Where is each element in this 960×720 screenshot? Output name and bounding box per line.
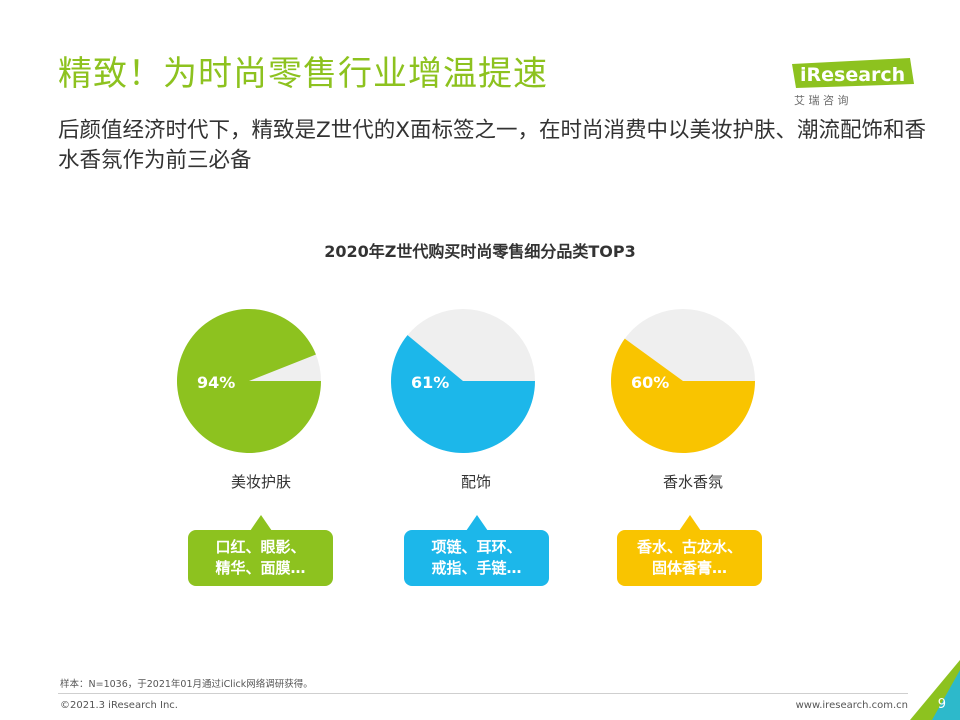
bubble-line: 香水、古龙水、 xyxy=(636,538,742,556)
logo-text: iResearch xyxy=(800,64,905,86)
logo-cn-text: 艾 瑞 咨 询 xyxy=(794,93,849,107)
value-label-beauty: 94% xyxy=(197,373,235,392)
fragrance-examples-bubble: 香水、古龙水、 固体香膏… xyxy=(617,515,762,586)
page-title: 精致！为时尚零售行业增温提速 xyxy=(58,54,548,94)
iresearch-logo: iResearch 艾 瑞 咨 询 xyxy=(790,58,920,110)
category-label-accessories: 配饰 xyxy=(460,473,491,491)
beauty-examples-bubble: 口红、眼影、 精华、面膜… xyxy=(188,515,333,586)
bubble-line: 项链、耳环、 xyxy=(431,538,522,556)
footer-divider xyxy=(58,693,908,694)
pie-slice-beauty xyxy=(177,309,321,454)
bubble-line: 戒指、手链… xyxy=(431,559,522,577)
website-link[interactable]: www.iresearch.com.cn xyxy=(795,700,908,711)
bubble-line: 口红、眼影、 xyxy=(215,538,306,556)
value-label-accessories: 61% xyxy=(411,373,449,392)
bubble-line: 固体香膏… xyxy=(651,559,727,577)
chart-title: 2020年Z世代购买时尚零售细分品类TOP3 xyxy=(324,242,636,261)
sample-note: 样本：N=1036，于2021年01月通过iClick网络调研获得。 xyxy=(60,679,313,690)
page-subtitle: 后颜值经济时代下，精致是Z世代的X面标签之一，在时尚消费中以美妆护肤、潮流配饰和… xyxy=(58,118,926,173)
page-number: 9 xyxy=(937,697,946,712)
category-label-beauty: 美妆护肤 xyxy=(230,473,291,491)
value-label-fragrance: 60% xyxy=(631,373,669,392)
pie-slice-accessories xyxy=(391,335,535,453)
corner-decoration xyxy=(910,660,960,720)
bubble-line: 精华、面膜… xyxy=(215,559,306,577)
category-label-fragrance: 香水香氛 xyxy=(662,473,723,491)
pie-slice-fragrance xyxy=(611,338,755,453)
accessories-examples-bubble: 项链、耳环、 戒指、手链… xyxy=(404,515,549,586)
copyright-text: ©2021.3 iResearch Inc. xyxy=(60,700,178,711)
logo-bg-shape xyxy=(792,58,914,88)
